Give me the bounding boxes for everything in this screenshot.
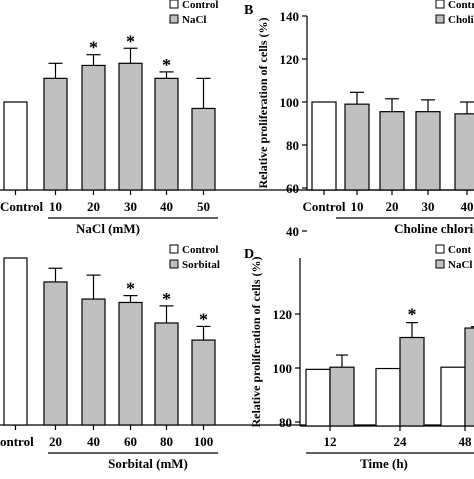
panel4-significance-mark: * — [408, 305, 417, 325]
panel3-category-label: 40 — [87, 434, 100, 449]
panel4-bar — [399, 336, 425, 427]
panel1-category-label: 50 — [197, 199, 210, 214]
panel1-x-axis-label: NaCl (mM) — [76, 221, 140, 236]
panel1-category-label: 30 — [124, 199, 137, 214]
panel2-y-tick-label: 40 — [286, 224, 299, 239]
panel2-y-tick-label: 80 — [286, 138, 299, 153]
panel4-legend-swatch — [435, 244, 445, 254]
panel2-bar — [379, 111, 405, 191]
panel4-bar — [305, 368, 331, 427]
panel3-significance-mark: * — [126, 279, 135, 299]
panel4-legend-label: Cont — [448, 244, 472, 256]
panel2-x-axis-label: Choline chloride ( — [394, 221, 474, 236]
panel4-bar — [329, 366, 355, 427]
panel1-bar — [118, 62, 143, 191]
panel2-category-label: 10 — [351, 199, 364, 214]
panel3-category-label: 100 — [194, 434, 214, 449]
panel3-bar — [118, 301, 143, 426]
panel3-significance-mark: * — [162, 289, 171, 309]
panel3-bar — [43, 281, 68, 426]
panel1-legend-swatch — [169, 14, 179, 24]
panel1-category-label: 10 — [49, 199, 62, 214]
panel3-bar — [191, 339, 216, 426]
panel4-legend-swatch — [435, 259, 445, 269]
panel3-legend-swatch — [169, 259, 179, 269]
panel1-significance-mark: * — [162, 55, 171, 75]
panel2-bar — [344, 103, 370, 191]
panel1-category-label: 40 — [160, 199, 173, 214]
panel4-y-tick-label: 100 — [273, 361, 293, 376]
panel2-y-axis-label: Relative proliferation of cells (%) — [256, 17, 270, 188]
panel2-category-label: Control — [302, 199, 345, 214]
panel1-legend-label: NaCl — [182, 14, 206, 26]
panel2-y-tick-label: 60 — [286, 181, 299, 196]
panel4-x-axis-label: Time (h) — [360, 456, 408, 471]
panel2-y-tick-label: 100 — [280, 95, 300, 110]
panel2-bar — [454, 113, 474, 191]
panel3-category-label: 80 — [160, 434, 173, 449]
panel4-category-label: 24 — [394, 434, 408, 449]
panel3-x-axis-label: Sorbital (mM) — [108, 456, 188, 471]
panel4-y-tick-label: 120 — [273, 307, 293, 322]
panel1-bar — [3, 101, 28, 191]
panel1-bar — [43, 77, 68, 191]
panel3-bar — [81, 298, 106, 426]
panel4-y-axis-label: Relative proliferation of cells (%) — [249, 256, 263, 427]
panel4-bar — [440, 366, 466, 427]
panel4-category-label: 48 — [459, 434, 473, 449]
panel1-legend-swatch — [169, 0, 179, 9]
panel3-bar — [154, 322, 179, 426]
panel3-legend-label: Control — [182, 244, 218, 256]
panel2-legend-swatch — [435, 14, 445, 24]
panel2-category-label: 40 — [461, 199, 474, 214]
panel2-category-label: 30 — [422, 199, 435, 214]
panel1-bar — [81, 64, 106, 191]
panel4-bar — [375, 367, 401, 427]
panel3-bar — [3, 257, 28, 426]
panel1-legend-label: Control — [182, 0, 218, 11]
panel2-bar — [311, 101, 337, 191]
panel2-legend-swatch — [435, 0, 445, 9]
panel4-bar — [464, 327, 474, 427]
panel1-category-label: 20 — [87, 199, 100, 214]
panel2-legend-label: Choli — [448, 14, 474, 26]
panel3-category-label: 20 — [49, 434, 62, 449]
panel2-legend-label: Control — [448, 0, 474, 11]
panel1-significance-mark: * — [126, 31, 135, 51]
panel3-category-label: ontrol — [0, 434, 34, 449]
panel3-legend-label: Sorbital — [182, 259, 220, 271]
panel4-legend-label: NaCl — [448, 259, 472, 271]
panel2-category-label: 20 — [386, 199, 399, 214]
panel4-y-tick-label: 80 — [279, 415, 292, 430]
panel3-significance-mark: * — [199, 309, 208, 329]
panel2-letter: B — [244, 3, 253, 18]
panel2-bar — [415, 111, 441, 191]
panel1-significance-mark: * — [89, 38, 98, 58]
panel1-bar — [191, 107, 216, 191]
panel3-category-label: 60 — [124, 434, 137, 449]
panel2-y-tick-label: 140 — [280, 9, 300, 24]
panel3-legend-swatch — [169, 244, 179, 254]
panel1-bar — [154, 77, 179, 191]
panel2-y-tick-label: 120 — [280, 52, 300, 67]
panel4-category-label: 12 — [324, 434, 337, 449]
panel4-letter: D — [244, 247, 254, 262]
panel1-category-label: Control — [0, 199, 43, 214]
